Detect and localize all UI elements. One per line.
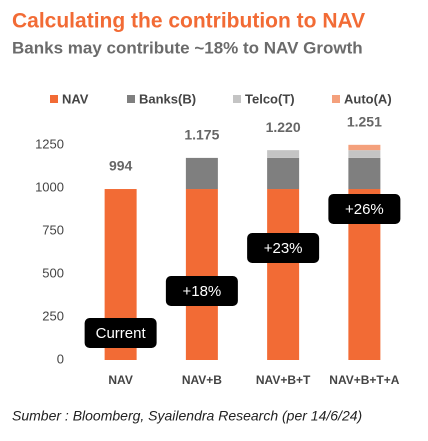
bar-segment: [185, 157, 218, 190]
total-label: 1.220: [266, 119, 301, 135]
y-tick-label: 250: [42, 308, 64, 323]
y-tick-label: 0: [57, 351, 64, 366]
y-tick-label: 750: [42, 222, 64, 237]
total-label: 994: [109, 158, 133, 174]
annotation: +23%: [264, 240, 303, 257]
annotation-box: [328, 194, 401, 224]
x-tick-label: NAV+B: [182, 373, 222, 387]
bar-segment: [267, 150, 300, 158]
legend-label: Telco(T): [245, 91, 295, 106]
x-tick-label: NAV+B+T: [256, 373, 311, 387]
bar-segment: [348, 157, 381, 190]
annotation: +26%: [345, 201, 384, 218]
chart-subtitle: Banks may contribute ~18% to NAV Growth: [12, 38, 363, 57]
annotation: +18%: [182, 283, 221, 300]
bar-segment: [185, 189, 218, 360]
y-tick-label: 1000: [35, 179, 64, 194]
x-tick-label: NAV: [108, 373, 132, 387]
total-label: 1.175: [184, 127, 219, 143]
y-tick-label: 1250: [35, 136, 64, 151]
bar-segment: [267, 157, 300, 190]
y-tick-label: 500: [42, 265, 64, 280]
annotation: Current: [96, 325, 147, 342]
legend-swatch: [332, 95, 340, 103]
legend-swatch: [233, 95, 241, 103]
x-tick-label: NAV+B+T+A: [329, 373, 399, 387]
bar-segment: [267, 189, 300, 360]
bar-segment: [348, 150, 381, 158]
legend-label: Banks(B): [139, 91, 196, 106]
total-label: 1.251: [347, 114, 382, 130]
legend-label: NAV: [62, 91, 89, 106]
footer: Sumber : Bloomberg, Syailendra Research …: [12, 408, 362, 424]
annotation-box: [84, 318, 157, 348]
annotation-box: [165, 276, 238, 306]
legend-label: Auto(A): [344, 91, 392, 106]
bar-segment: [348, 144, 381, 151]
chart-title: Calculating the contribution to NAV: [12, 10, 365, 33]
legend-swatch: [50, 95, 58, 103]
legend-swatch: [127, 95, 135, 103]
annotation-box: [247, 233, 320, 263]
